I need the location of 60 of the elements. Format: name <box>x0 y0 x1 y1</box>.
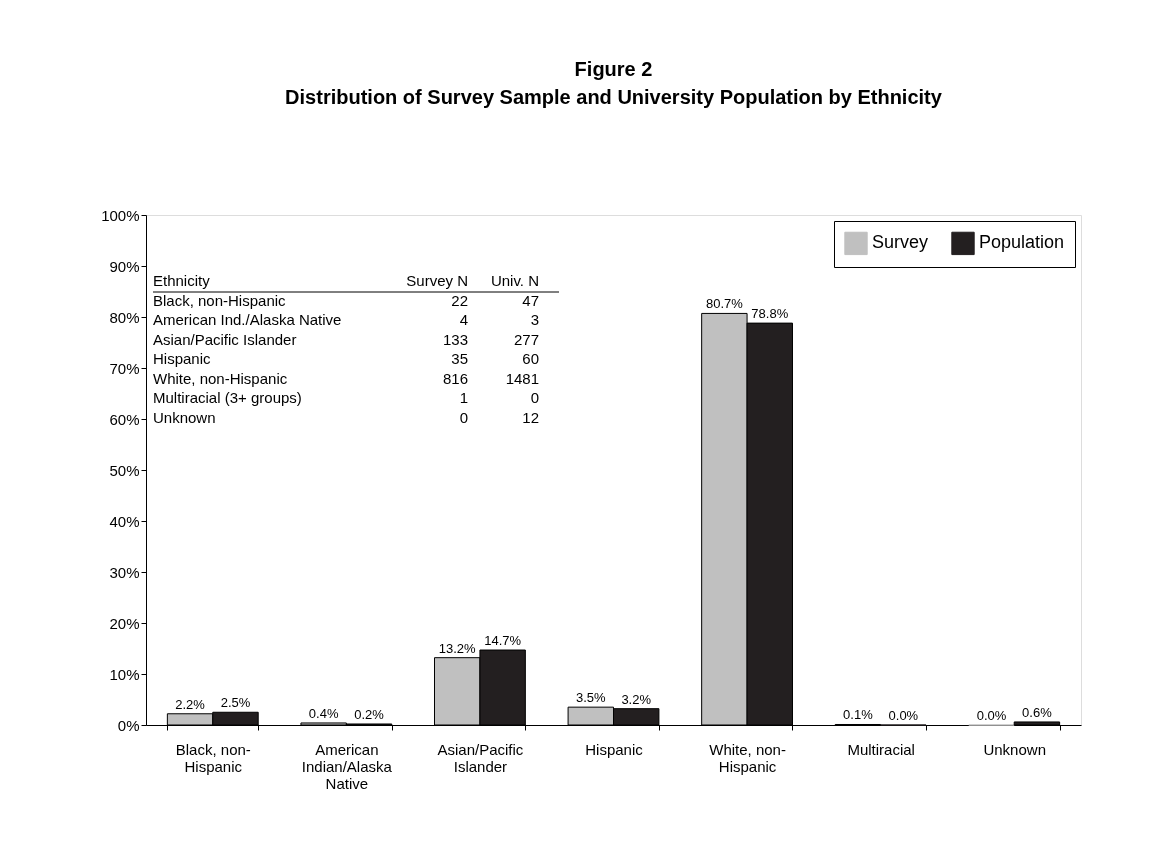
annotation: Univ. N <box>490 272 539 289</box>
annotation: Hispanic <box>153 350 212 367</box>
data-label: 78.8% <box>751 306 789 322</box>
x-tick-label: American Indian/Alaska Native <box>301 740 393 792</box>
data-label: 0.2% <box>354 706 385 722</box>
annotation: 133 <box>442 330 468 348</box>
y-tick-label: 80% <box>109 308 140 326</box>
y-tick-label: 90% <box>109 257 140 275</box>
chart-subtitle: Distribution of Survey Sample and University Population by Ethnicity <box>285 86 943 108</box>
y-tick-label: 30% <box>109 563 140 581</box>
legend-label: Survey <box>872 232 929 253</box>
annotation: White, non-Hispanic <box>153 369 288 387</box>
data-label: 13.2% <box>438 640 477 656</box>
y-tick-label: 60% <box>109 410 140 428</box>
x-tick-label: Unknown <box>983 740 1046 758</box>
data-label: 0.4% <box>308 705 339 721</box>
data-label: 14.7% <box>484 633 522 649</box>
annotation: 277 <box>513 330 539 348</box>
data-label: 0.0% <box>888 708 919 723</box>
y-tick-label: 40% <box>109 512 140 530</box>
annotation: Black, non-Hispanic <box>153 291 287 309</box>
y-tick-label: 20% <box>109 614 140 632</box>
data-label: 0.1% <box>843 707 874 723</box>
data-label: 2.5% <box>220 695 251 711</box>
x-tick-label: White, non- Hispanic <box>709 740 786 775</box>
x-tick-label: Black, non- Hispanic <box>175 740 251 775</box>
x-tick-label: Hispanic <box>585 740 644 758</box>
annotation: 35 <box>451 350 468 367</box>
y-tick-label: 10% <box>109 665 140 683</box>
y-tick-label: 50% <box>109 461 140 479</box>
annotation: 47 <box>522 291 539 309</box>
y-tick-label: 0% <box>117 716 140 734</box>
annotation: 1481 <box>505 369 539 387</box>
data-label: 0.0% <box>976 708 1007 723</box>
y-tick-label: 100% <box>101 206 140 224</box>
annotation: 60 <box>522 350 539 367</box>
data-label: 0.6% <box>1022 704 1053 720</box>
chart-title: Figure 2 <box>574 58 653 80</box>
annotation: American Ind./Alaska Native <box>153 311 342 328</box>
annotation: Asian/Pacific Islander <box>153 330 297 348</box>
annotation: 4 <box>459 311 468 328</box>
x-tick-label: Multiracial <box>847 740 915 758</box>
annotation: 0 <box>530 389 539 406</box>
legend-label: Population <box>979 232 1065 253</box>
annotation: 3 <box>530 311 539 328</box>
annotation: Multiracial (3+ groups) <box>153 389 302 406</box>
annotation: 1 <box>459 389 468 406</box>
annotation: 12 <box>522 408 539 426</box>
data-label: 3.2% <box>621 691 652 707</box>
annotation: Survey N <box>406 272 468 289</box>
y-tick-label: 70% <box>109 359 140 377</box>
x-tick-label: Asian/Pacific Islander <box>437 740 524 775</box>
annotation: Ethnicity <box>153 272 211 289</box>
data-label: 3.5% <box>575 690 607 706</box>
annotation: 0 <box>459 408 468 426</box>
annotation: Unknown <box>153 408 216 426</box>
annotation: 816 <box>442 369 468 387</box>
annotation: 22 <box>451 291 468 309</box>
data-label: 2.2% <box>175 696 206 712</box>
data-label: 80.7% <box>705 296 744 312</box>
